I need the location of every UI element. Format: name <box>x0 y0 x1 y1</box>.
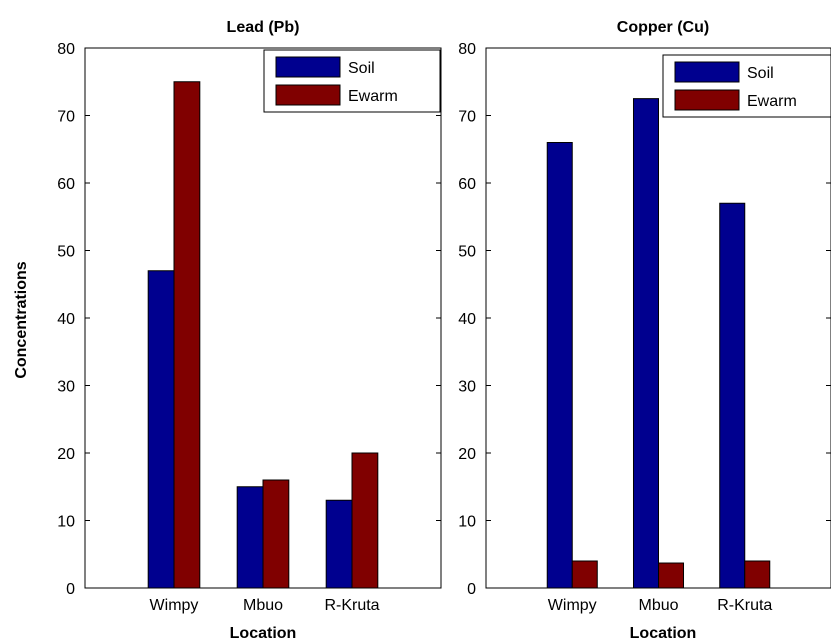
bar-soil-mbuo <box>632 98 659 589</box>
x-axis-label: Location <box>230 625 297 641</box>
legend-label: Soil <box>348 60 375 77</box>
bar-soil-wimpy <box>147 270 175 589</box>
bar-ewarm-mbuo <box>262 479 290 589</box>
y-axis-label: Concentrations <box>13 261 30 378</box>
x-tick-label: Mbuo <box>638 597 678 614</box>
copper-chart-panel: Copper (Cu) Location 0 10 20 30 40 50 60 70 80 Wi… <box>458 19 831 641</box>
y-tick-label: 0 <box>467 581 476 598</box>
y-tick-label: 60 <box>458 176 476 193</box>
y-tick-label: 80 <box>57 41 75 58</box>
x-tick-label: Wimpy <box>548 597 597 614</box>
plot-area: 0 10 20 30 40 50 60 70 80 Wimpy Mbuo R-Kruta Soil Ewa… <box>57 41 442 614</box>
bar-ewarm-wimpy <box>173 81 201 589</box>
bar-soil-wimpy <box>546 142 573 589</box>
bar-soil-mbuo <box>236 486 264 589</box>
y-tick-label: 40 <box>458 311 476 328</box>
x-axis-label: Location <box>630 625 697 641</box>
bar-ewarm-wimpy <box>571 560 598 589</box>
chart-title: Lead (Pb) <box>227 19 300 36</box>
legend-label: Soil <box>747 65 774 82</box>
legend: Soil Ewarm <box>662 54 831 118</box>
y-tick-label: 20 <box>458 446 476 463</box>
x-tick-label: Wimpy <box>150 597 199 614</box>
y-tick-label: 30 <box>458 379 476 396</box>
lead-chart-panel: Lead (Pb) Location Concentrations 0 10 20 3… <box>13 19 442 641</box>
bar-ewarm-r-kruta <box>744 560 771 589</box>
legend-swatch <box>674 61 740 83</box>
bar-soil-r-kruta <box>325 499 353 589</box>
y-tick-label: 50 <box>458 244 476 261</box>
bar-ewarm-mbuo <box>658 562 685 589</box>
legend-label: Ewarm <box>348 88 398 105</box>
x-tick-label: R-Kruta <box>717 597 772 614</box>
bar-soil-r-kruta <box>719 202 746 589</box>
chart-title: Copper (Cu) <box>617 19 709 36</box>
legend: Soil Ewarm <box>263 49 441 113</box>
y-tick-label: 50 <box>57 244 75 261</box>
legend-swatch <box>275 56 341 78</box>
x-tick-label: Mbuo <box>243 597 283 614</box>
legend-swatch <box>275 84 341 106</box>
y-tick-label: 70 <box>458 109 476 126</box>
y-tick-label: 10 <box>57 514 75 531</box>
x-tick-label: R-Kruta <box>324 597 379 614</box>
y-tick-label: 0 <box>66 581 75 598</box>
y-tick-label: 70 <box>57 109 75 126</box>
y-tick-label: 20 <box>57 446 75 463</box>
y-tick-label: 10 <box>458 514 476 531</box>
y-tick-label: 30 <box>57 379 75 396</box>
y-tick-label: 60 <box>57 176 75 193</box>
y-tick-label: 80 <box>458 41 476 58</box>
bar-ewarm-r-kruta <box>351 452 379 589</box>
y-tick-label: 40 <box>57 311 75 328</box>
legend-label: Ewarm <box>747 93 797 110</box>
plot-area: 0 10 20 30 40 50 60 70 80 Wimpy Mbuo R-Kruta Soil Ewa… <box>458 41 831 614</box>
legend-swatch <box>674 89 740 111</box>
